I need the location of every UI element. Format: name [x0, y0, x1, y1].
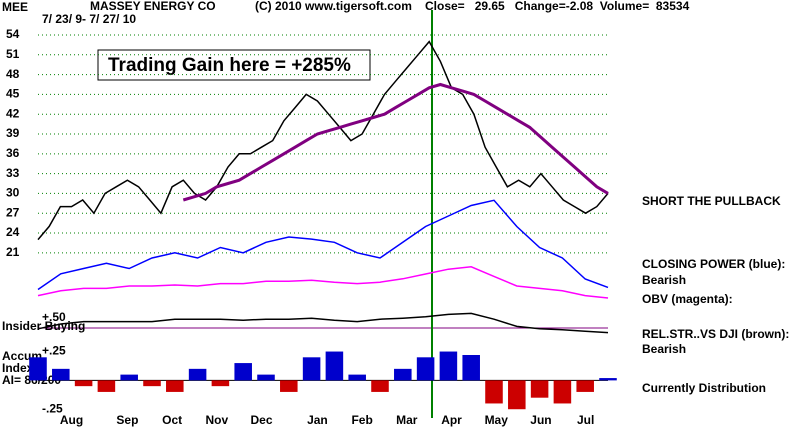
bar	[166, 380, 184, 392]
annotation: Bearish	[642, 342, 686, 356]
bar	[439, 351, 458, 381]
x-tick-label: Feb	[351, 413, 372, 427]
line	[37, 40, 609, 241]
bar	[143, 380, 161, 387]
x-tick-label: Aug	[60, 413, 83, 427]
bar	[52, 368, 70, 381]
bar	[485, 380, 503, 404]
y-tick-label: 45	[6, 87, 20, 101]
bar	[29, 357, 47, 381]
y-tick-label: 36	[6, 146, 20, 160]
bar	[508, 380, 526, 410]
bar	[394, 368, 412, 381]
bar	[553, 380, 572, 404]
x-tick-label: Nov	[205, 413, 228, 427]
bar	[576, 380, 594, 392]
bar	[348, 374, 366, 381]
line	[37, 199, 609, 291]
x-tick-label: Oct	[162, 413, 182, 427]
date-range: 7/ 23/ 9- 7/ 27/ 10	[42, 12, 136, 26]
y-tick-label: 42	[6, 106, 20, 120]
bar	[120, 374, 138, 381]
y-tick-label: 21	[6, 245, 20, 259]
annotation: +.50	[42, 310, 66, 324]
x-tick-label: Jul	[577, 413, 594, 427]
bar	[530, 380, 549, 398]
y-tick-label: 27	[6, 205, 20, 219]
annotation: SHORT THE PULLBACK	[642, 194, 781, 208]
annotation: CLOSING POWER (blue):	[642, 257, 785, 271]
x-tick-label: Dec	[251, 413, 273, 427]
symbol: MEE	[2, 0, 28, 14]
copyright: (C) 2010 www.tigersoft.com	[255, 0, 412, 13]
bar	[188, 368, 207, 381]
bar	[371, 380, 389, 392]
x-tick-label: Jan	[307, 413, 328, 427]
annotation: Insider Buying	[2, 319, 85, 333]
bar	[97, 380, 116, 392]
x-tick-label: Mar	[396, 413, 418, 427]
y-tick-label: 24	[6, 225, 20, 239]
gain-note: Trading Gain here = +285%	[108, 55, 351, 76]
line	[182, 82, 609, 202]
bar	[462, 355, 480, 381]
close-info: Close= 29.65 Change=-2.08 Volume= 83534	[425, 0, 690, 13]
bar	[211, 380, 230, 387]
y-tick-label: 54	[6, 27, 20, 41]
y-tick-label: 48	[6, 67, 20, 81]
bar	[325, 351, 344, 381]
y-tick-label: 51	[6, 47, 20, 61]
x-tick-label: Apr	[441, 413, 462, 427]
annotation: Bearish	[642, 273, 686, 287]
annotation: OBV (magenta):	[642, 292, 733, 306]
annotation: Currently Distribution	[642, 381, 766, 395]
bar	[302, 357, 321, 381]
x-tick-label: Jun	[530, 413, 551, 427]
y-tick-label: 39	[6, 126, 20, 140]
bar	[280, 380, 298, 392]
bar	[416, 357, 435, 381]
y-tick-label: +.25	[42, 344, 66, 358]
bar	[599, 378, 617, 381]
y-tick-label: 33	[6, 166, 20, 180]
bar	[74, 380, 93, 387]
annotation: Index	[2, 361, 34, 375]
chart-title: MASSEY ENERGY CO	[90, 0, 216, 13]
bar	[234, 363, 252, 381]
annotation: REL.STR..VS DJI (brown):	[642, 327, 789, 341]
y-tick-label: -.25	[42, 401, 63, 415]
line	[37, 312, 609, 334]
bar	[257, 374, 275, 381]
line	[37, 266, 609, 299]
x-tick-label: Sep	[116, 413, 138, 427]
x-tick-label: May	[485, 413, 509, 427]
y-tick-label: 30	[6, 186, 20, 200]
